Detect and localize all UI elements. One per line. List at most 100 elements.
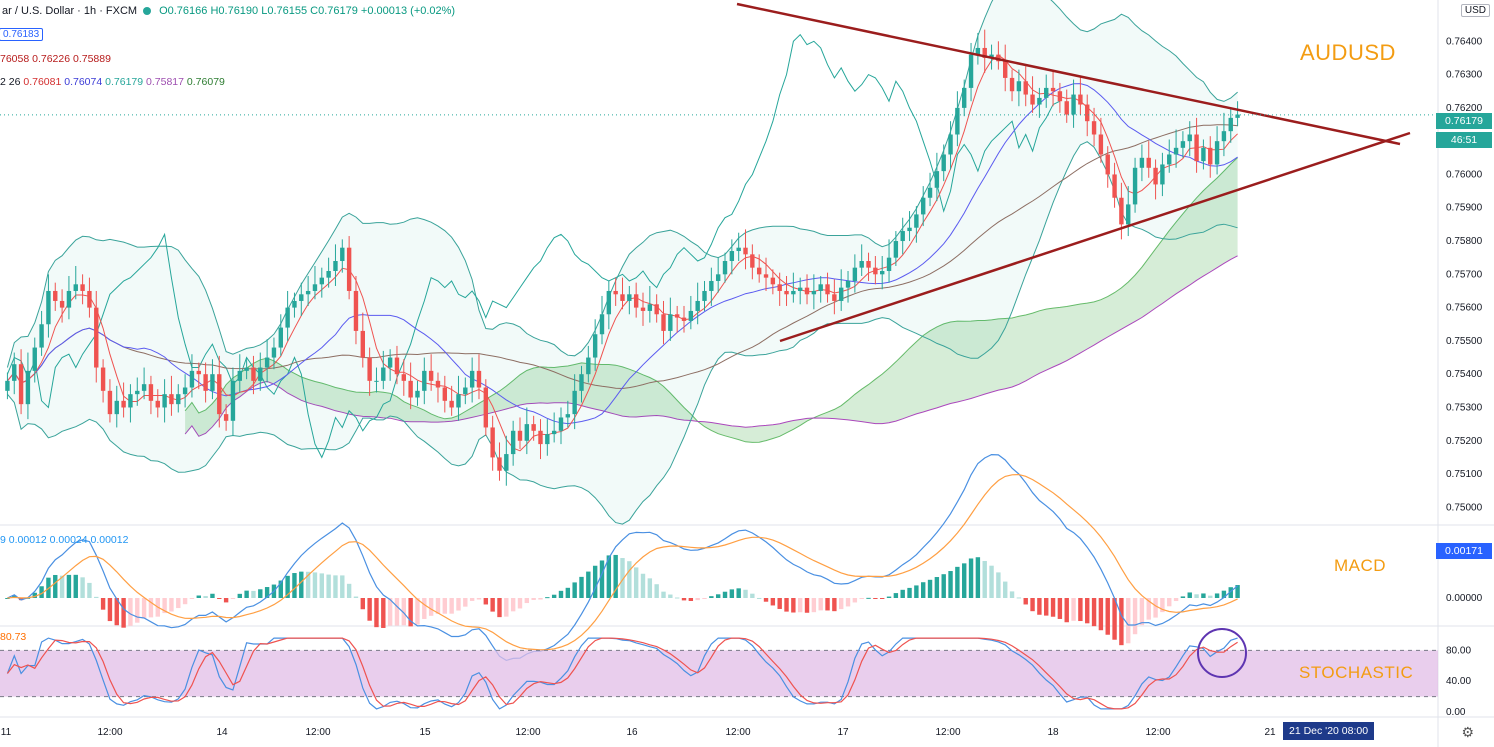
macd-histogram-bar bbox=[435, 598, 441, 614]
macd-histogram-bar bbox=[367, 598, 372, 621]
candle-body bbox=[1044, 87, 1049, 98]
symbol-title: ar / U.S. Dollar · 1h · FXCM bbox=[2, 5, 138, 17]
price-tick-label: 0.75300 bbox=[1446, 402, 1483, 413]
candle-body bbox=[1112, 174, 1117, 198]
candle-body bbox=[223, 414, 229, 421]
candle-body bbox=[504, 454, 509, 471]
candle-body bbox=[1098, 134, 1104, 155]
candle-body bbox=[39, 324, 44, 348]
candle-body bbox=[32, 347, 37, 371]
currency-label[interactable]: USD bbox=[1460, 4, 1490, 17]
candle-body bbox=[312, 284, 318, 291]
macd-histogram-bar bbox=[880, 598, 885, 599]
macd-histogram-bar bbox=[599, 560, 605, 598]
macd-histogram-bar bbox=[1160, 598, 1165, 613]
macd-histogram-bar bbox=[791, 598, 796, 613]
macd-histogram-bar bbox=[217, 598, 222, 599]
macd-histogram-bar bbox=[777, 598, 782, 609]
candle-body bbox=[900, 231, 905, 242]
time-axis-label: 16 bbox=[626, 727, 638, 738]
candle-body bbox=[114, 400, 119, 415]
macd-histogram-bar bbox=[169, 598, 174, 612]
candle-body bbox=[866, 261, 871, 268]
macd-histogram-bar bbox=[422, 598, 427, 619]
macd-histogram-bar bbox=[797, 598, 803, 613]
candle-body bbox=[975, 47, 981, 55]
candle-body bbox=[1132, 167, 1138, 205]
price-tick-label: 0.75100 bbox=[1446, 469, 1483, 480]
candle-body bbox=[702, 290, 707, 301]
macd-histogram-bar bbox=[866, 597, 871, 599]
candle-body bbox=[244, 367, 249, 371]
time-axis-label: 12:00 bbox=[515, 727, 540, 738]
candle-body bbox=[483, 387, 489, 428]
candle-body bbox=[73, 284, 78, 291]
price-tick-label: 0.76000 bbox=[1446, 169, 1483, 180]
macd-histogram-bar bbox=[551, 594, 557, 598]
candle-body bbox=[497, 457, 502, 471]
macd-histogram-bar bbox=[162, 598, 167, 614]
macd-histogram-bar bbox=[510, 598, 516, 612]
macd-histogram-bar bbox=[1030, 598, 1035, 612]
candle-body bbox=[845, 280, 851, 288]
candle-body bbox=[1126, 204, 1131, 225]
macd-histogram-bar bbox=[1228, 587, 1233, 598]
resistance-trendline bbox=[736, 2, 1401, 146]
macd-histogram-bar bbox=[442, 598, 448, 614]
settings-gear-icon[interactable]: ⚙ bbox=[1461, 724, 1474, 740]
candle-body bbox=[592, 334, 598, 358]
bollinger-fill bbox=[7, 0, 1238, 525]
bollinger-legend: 76058 0.76226 0.75889 bbox=[0, 53, 111, 65]
macd-histogram-bar bbox=[1078, 598, 1083, 622]
macd-histogram-bar bbox=[579, 576, 584, 598]
price-tick-label: 0.75000 bbox=[1446, 502, 1483, 513]
candle-body bbox=[94, 307, 99, 368]
macd-histogram-bar bbox=[989, 565, 994, 598]
macd-histogram-bar bbox=[907, 587, 912, 598]
candle-body bbox=[1173, 147, 1179, 155]
macd-histogram-bar bbox=[756, 597, 762, 599]
candle-body bbox=[804, 287, 810, 295]
candle-body bbox=[681, 317, 687, 321]
macd-histogram-bar bbox=[736, 588, 741, 598]
macd-histogram-bar bbox=[524, 598, 530, 604]
candle-body bbox=[217, 374, 222, 415]
ichimoku-span-b: 0.75817 bbox=[146, 76, 184, 88]
macd-histogram-bar bbox=[702, 598, 707, 599]
candle-body bbox=[777, 284, 782, 291]
macd-histogram-bar bbox=[681, 598, 687, 601]
macd-histogram-bar bbox=[688, 598, 694, 601]
time-axis-label: 14 bbox=[216, 727, 228, 738]
time-axis-label: 12:00 bbox=[1145, 727, 1170, 738]
ichimoku-span-b bbox=[184, 255, 1238, 437]
macd-histogram-bar bbox=[709, 596, 714, 598]
candle-body bbox=[271, 347, 277, 358]
candle-body bbox=[599, 314, 605, 335]
candle-body bbox=[1105, 154, 1110, 175]
macd-histogram-bar bbox=[825, 598, 830, 611]
time-axis-label: 18 bbox=[1047, 727, 1059, 738]
macd-histogram-bar bbox=[1091, 598, 1097, 627]
candle-body bbox=[579, 374, 584, 391]
candle-body bbox=[1078, 94, 1083, 105]
macd-histogram-bar bbox=[80, 577, 85, 598]
macd-histogram-bar bbox=[565, 587, 571, 598]
time-axis-label: 12:00 bbox=[305, 727, 330, 738]
candle-body bbox=[873, 267, 878, 275]
macd-histogram-bar bbox=[722, 591, 728, 598]
macd-histogram-bar bbox=[1023, 598, 1028, 605]
macd-histogram-bar bbox=[299, 571, 304, 598]
macd-histogram-bar bbox=[394, 598, 400, 626]
candle-body bbox=[87, 290, 92, 308]
macd-histogram-bar bbox=[962, 563, 967, 598]
candle-body bbox=[955, 107, 960, 135]
macd-histogram-bar bbox=[948, 571, 953, 598]
macd-histogram-bar bbox=[1057, 598, 1063, 619]
candle-body bbox=[859, 261, 864, 268]
stoch-legend: 80.73 bbox=[0, 631, 27, 643]
candle-body bbox=[387, 357, 393, 368]
macd-histogram-bar bbox=[873, 598, 878, 599]
macd-histogram-bar bbox=[360, 598, 365, 610]
candle-body bbox=[1208, 147, 1213, 165]
